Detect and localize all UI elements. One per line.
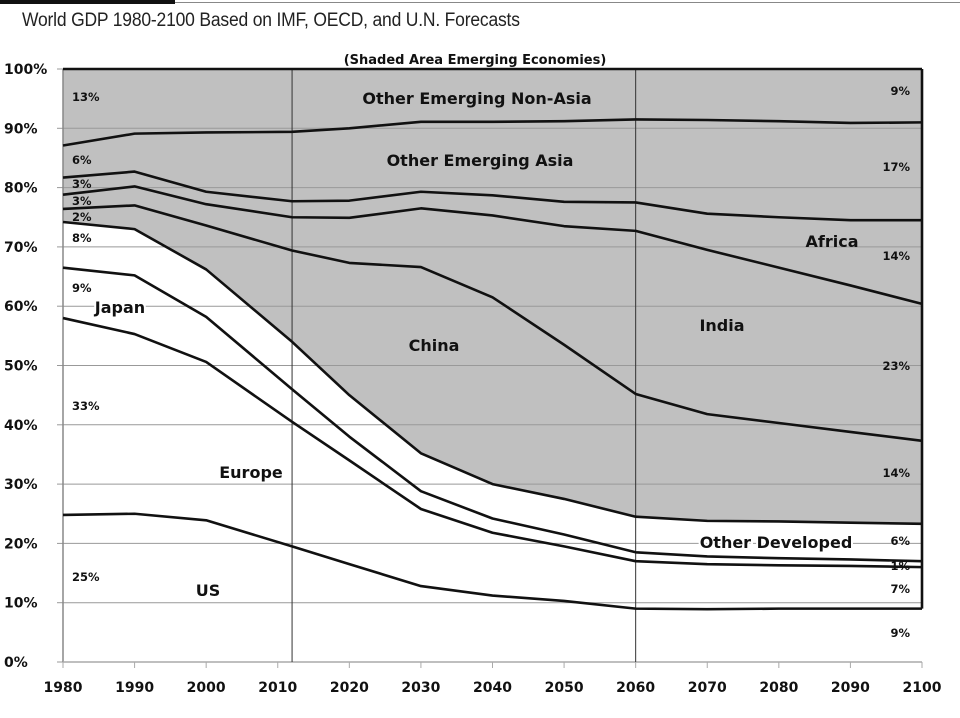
left-share-label: 25%	[72, 570, 100, 584]
series-boundary-africa	[62, 170, 922, 222]
right-share-label: 17%	[882, 160, 910, 174]
region-label: Other Emerging Asia	[387, 151, 574, 170]
y-tick-label: 90%	[4, 121, 38, 137]
y-tick-label: 100%	[4, 62, 47, 78]
y-tick-label: 60%	[4, 299, 38, 315]
series-boundary-europe	[62, 316, 923, 569]
left-share-label: 3%	[72, 177, 92, 191]
x-tick-label: 2090	[831, 680, 870, 696]
region-label: US	[196, 581, 221, 600]
region-label: Africa	[806, 232, 859, 251]
y-tick-label: 10%	[4, 596, 38, 612]
x-tick-label: 2040	[473, 680, 512, 696]
x-tick-label: 2030	[401, 680, 440, 696]
right-share-label: 6%	[890, 534, 910, 548]
top-rule-bar	[0, 0, 175, 4]
y-tick-label: 40%	[4, 418, 38, 434]
x-tick-label: 2100	[903, 680, 942, 696]
right-share-label: 14%	[882, 249, 910, 263]
region-label: Other Developed	[700, 533, 853, 552]
x-tick-label: 2050	[545, 680, 584, 696]
series-boundary-india	[62, 185, 923, 306]
top-rule-line	[175, 2, 960, 3]
region-label: China	[409, 336, 460, 355]
chart-title: World GDP 1980-2100 Based on IMF, OECD, …	[22, 10, 520, 31]
left-share-label: 6%	[72, 153, 92, 167]
left-share-label: 13%	[72, 90, 100, 104]
y-tick-label: 80%	[4, 181, 38, 197]
y-tick-label: 20%	[4, 536, 38, 552]
x-tick-label: 2000	[187, 680, 226, 696]
left-share-label: 2%	[72, 210, 92, 224]
y-tick-label: 0%	[4, 655, 28, 671]
right-share-label: 23%	[882, 359, 910, 373]
series-boundary-china	[62, 204, 923, 443]
left-share-label: 3%	[72, 194, 92, 208]
left-share-label: 8%	[72, 231, 92, 245]
right-share-label: 1%	[890, 559, 910, 573]
right-share-label: 9%	[890, 626, 910, 640]
right-share-label: 7%	[890, 582, 910, 596]
left-share-label: 9%	[72, 281, 92, 295]
x-tick-label: 2070	[688, 680, 727, 696]
y-tick-label: 30%	[4, 477, 38, 493]
y-tick-label: 70%	[4, 240, 38, 256]
series-boundary-us	[62, 512, 922, 611]
series-boundary-japan	[62, 266, 923, 563]
region-label: Japan	[94, 298, 145, 317]
x-tick-label: 2060	[616, 680, 655, 696]
series-boundary-other-developed	[62, 220, 923, 526]
x-tick-label: 1990	[115, 680, 154, 696]
y-tick-label: 50%	[4, 359, 38, 375]
x-tick-label: 2080	[759, 680, 798, 696]
x-tick-label: 2010	[258, 680, 297, 696]
chart-subtitle: (Shaded Area Emerging Economies)	[344, 53, 607, 68]
x-tick-label: 1980	[44, 680, 83, 696]
left-share-label: 33%	[72, 399, 100, 413]
right-share-label: 14%	[882, 466, 910, 480]
region-label: India	[699, 316, 744, 335]
x-tick-label: 2020	[330, 680, 369, 696]
region-label: Europe	[219, 463, 283, 482]
region-label: Other Emerging Non-Asia	[362, 89, 591, 108]
series-boundary-other-emerging-asia	[62, 118, 923, 147]
right-share-label: 9%	[890, 84, 910, 98]
